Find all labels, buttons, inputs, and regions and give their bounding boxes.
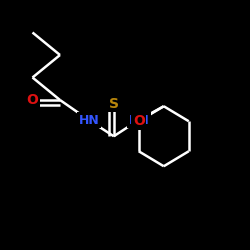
Text: O: O <box>133 114 145 128</box>
Text: HN: HN <box>78 114 99 126</box>
Text: O: O <box>26 93 38 107</box>
Text: S: S <box>109 97 119 111</box>
Text: NH: NH <box>128 114 149 126</box>
